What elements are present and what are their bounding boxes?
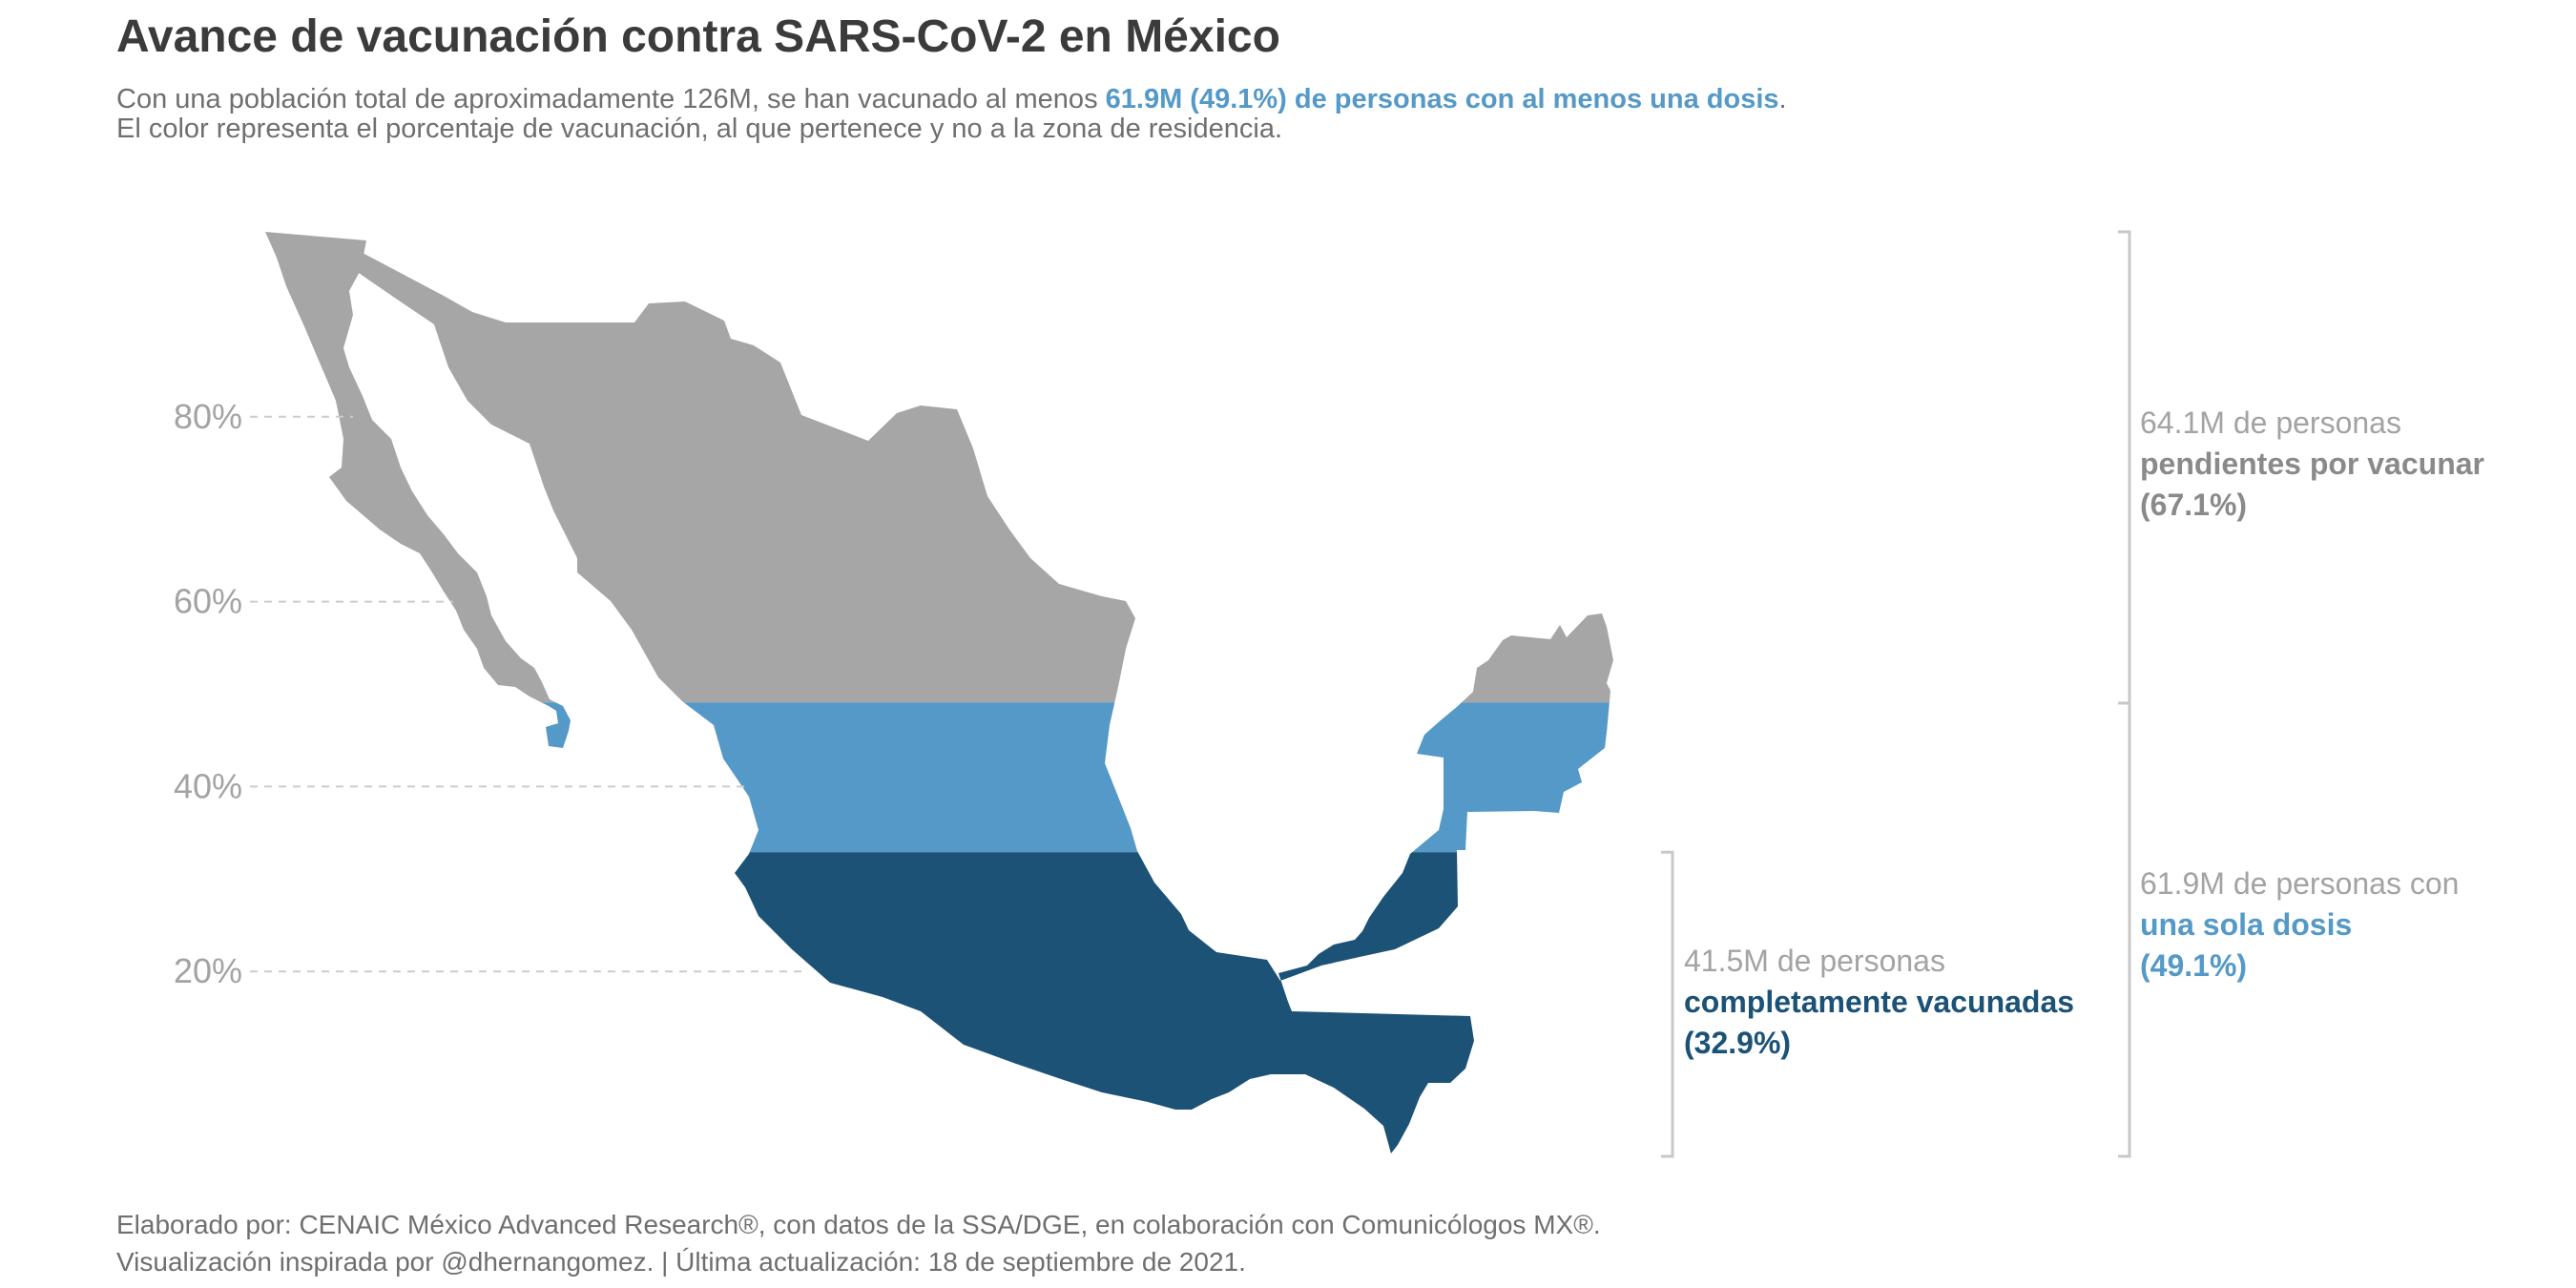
annotation-pending: 64.1M de personas pendientes por vacunar… [2140,405,2493,522]
mexico-map [265,232,1613,1153]
chart-subtitle: Con una población total de aproximadamen… [116,84,1787,114]
y-axis: 80% 60% 40% 20% [174,397,801,990]
chart-title: Avance de vacunación contra SARS-CoV-2 e… [116,11,1280,62]
y-tick-label: 20% [174,951,242,990]
annotation-one-dose-label: una sola dosis [2140,907,2352,942]
annotation-one-dose: 61.9M de personas con una sola dosis (49… [2140,866,2467,983]
y-tick-label: 60% [174,582,242,621]
annotation-full-pct: (32.9%) [1684,1026,1791,1060]
band-full [265,852,1613,1153]
band-one-dose [265,702,1613,853]
annotation-one-dose-count: 61.9M de personas con [2140,866,2459,901]
caption-line2: Visualización inspirada por @dhernangome… [116,1247,1246,1277]
chart-subtitle-line2: El color representa el porcentaje de vac… [116,114,1282,144]
annotation-pending-count: 64.1M de personas [2140,405,2401,440]
annotation-full-label: completamente vacunadas [1684,985,2074,1019]
annotation-pending-label: pendientes por vacunar [2140,447,2484,481]
annotation-full-count: 41.5M de personas [1684,944,1945,978]
annotation-pending-pct: (67.1%) [2140,488,2247,522]
annotation-full: 41.5M de personas completamente vacunada… [1684,944,2083,1060]
subtitle-highlight: 61.9M (49.1%) de personas con al menos u… [1106,84,1779,114]
brackets [1661,230,2131,1158]
y-tick-label: 80% [174,397,242,436]
subtitle-period: . [1779,84,1787,114]
annotation-one-dose-pct: (49.1%) [2140,948,2247,983]
subtitle-text: Con una población total de aproximadamen… [116,84,1106,114]
band-pending [265,232,1613,703]
caption-line1: Elaborado por: CENAIC México Advanced Re… [116,1210,1601,1239]
y-tick-label: 40% [174,766,242,805]
bracket-full [1661,850,1674,1158]
bracket-total [2118,230,2131,1158]
